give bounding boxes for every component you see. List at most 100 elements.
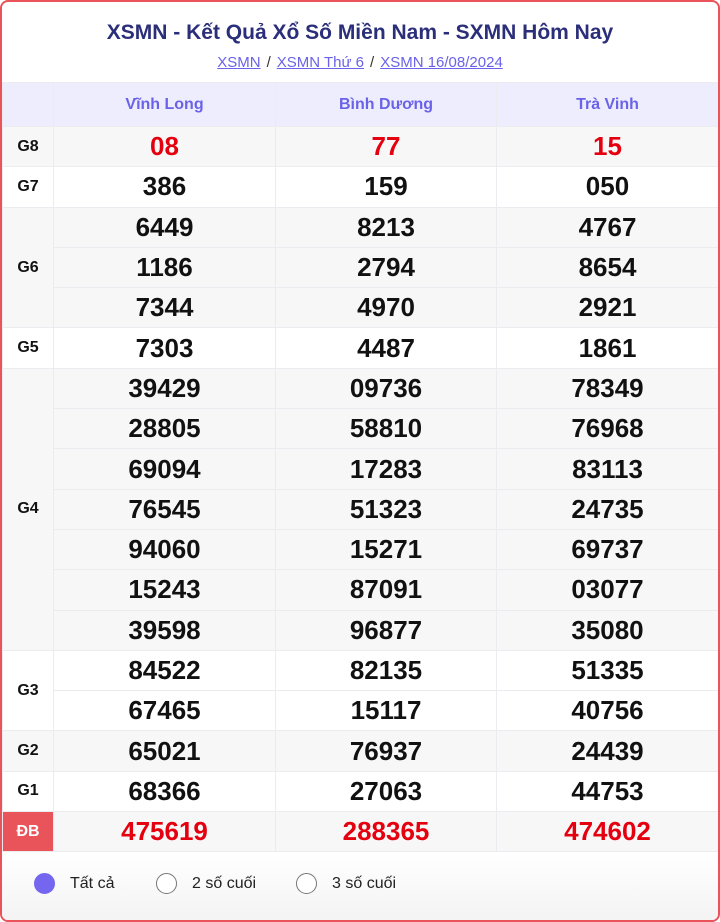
prize-number: 15 — [496, 125, 718, 168]
prize-row: 69094 17283 83113 — [3, 448, 718, 490]
prize-row: 39598 96877 35080 — [3, 609, 718, 651]
prize-number: 77 — [275, 125, 497, 168]
prize-label: G4 — [2, 367, 54, 651]
corner-cell — [2, 82, 54, 127]
prize-number: 2921 — [496, 287, 718, 329]
prize-number: 68366 — [53, 770, 276, 813]
header-row: Vĩnh Long Bình Dương Trà Vinh — [2, 82, 718, 127]
province-header: Vĩnh Long — [53, 82, 276, 127]
prize-number: 82135 — [275, 649, 497, 692]
prize-label: G3 — [2, 649, 54, 732]
breadcrumb: XSMN / XSMN Thứ 6/XSMN 16/08/2024 — [217, 54, 503, 71]
prize-label: G6 — [2, 206, 54, 329]
prize-number: 94060 — [53, 528, 276, 571]
prize-number: 67465 — [53, 690, 276, 732]
prize-number: 35080 — [496, 609, 718, 651]
prize-number: 15243 — [53, 569, 276, 611]
prize-number: 28805 — [53, 408, 276, 450]
prize-number: 8213 — [275, 206, 497, 248]
prize-number: 65021 — [53, 730, 276, 772]
prize-number: 78349 — [496, 367, 718, 410]
prize-number: 69737 — [496, 528, 718, 571]
prize-number: 2794 — [275, 246, 497, 289]
prize-row: 1186 2794 8654 — [3, 246, 718, 289]
prize-number: 51335 — [496, 649, 718, 692]
prize-number: 69094 — [53, 448, 276, 490]
prize-row: 15243 87091 03077 — [3, 569, 718, 611]
prize-number: 03077 — [496, 569, 718, 611]
prize-number: 24735 — [496, 488, 718, 530]
prize-number: 44753 — [496, 770, 718, 813]
prize-number: 4970 — [275, 287, 497, 329]
prize-number: 1186 — [53, 246, 276, 289]
prize-label: G7 — [2, 166, 54, 208]
prize-label: G5 — [2, 327, 54, 369]
prize-row: G1 68366 27063 44753 — [2, 770, 718, 813]
prize-number: 474602 — [496, 811, 718, 853]
prize-number: 4487 — [275, 327, 497, 369]
prize-number: 51323 — [275, 488, 497, 530]
prize-number: 6449 — [53, 206, 276, 248]
filter-last-2[interactable]: 2 số cuối — [156, 873, 256, 894]
prize-number: 050 — [496, 166, 718, 208]
prize-number: 58810 — [275, 408, 497, 450]
prize-number: 76968 — [496, 408, 718, 450]
prize-label: G1 — [2, 770, 54, 813]
prize-label: G8 — [2, 125, 54, 168]
filter-label: 2 số cuối — [192, 874, 257, 892]
prize-row: G2 65021 76937 24439 — [2, 730, 718, 772]
prize-label: G2 — [2, 730, 54, 772]
prize-row: G4 39429 09736 78349 — [2, 367, 718, 651]
prize-number: 4767 — [496, 206, 718, 248]
prize-number: 24439 — [496, 730, 718, 772]
prize-number: 40756 — [496, 690, 718, 732]
prize-number: 83113 — [496, 448, 718, 490]
prize-row: G7 386 159 050 — [2, 166, 718, 208]
prize-number: 15271 — [275, 528, 497, 571]
prize-number: 8654 — [496, 246, 718, 289]
breadcrumb-xsmn[interactable]: XSMN — [217, 54, 261, 71]
radio-selected-icon[interactable] — [34, 873, 55, 894]
prize-number: 7303 — [53, 327, 276, 369]
prize-number: 08 — [53, 125, 276, 168]
prize-number: 76545 — [53, 488, 276, 530]
prize-row: ĐB 475619 288365 474602 — [2, 811, 718, 853]
radio-icon[interactable] — [156, 873, 177, 894]
prize-number: 288365 — [275, 811, 497, 853]
prize-number: 15117 — [275, 690, 497, 732]
prize-row: G6 6449 8213 4767 — [2, 206, 718, 329]
prize-label: ĐB — [2, 811, 54, 853]
filter-label: 3 số cuối — [332, 874, 397, 892]
prize-row: 28805 58810 76968 — [3, 408, 718, 450]
prize-number: 96877 — [275, 609, 497, 651]
prize-number: 17283 — [275, 448, 497, 490]
radio-icon[interactable] — [296, 873, 317, 894]
prize-number: 76937 — [275, 730, 497, 772]
prize-number: 39598 — [53, 609, 276, 651]
filter-last-3[interactable]: 3 số cuối — [296, 873, 396, 894]
breadcrumb-weekday[interactable]: XSMN Thứ 6 — [276, 54, 365, 71]
filter-label: Tất cả — [70, 874, 115, 892]
prize-row: G8 08 77 15 — [2, 125, 718, 168]
prize-number: 27063 — [275, 770, 497, 813]
prize-number: 386 — [53, 166, 276, 208]
prize-row: 67465 15117 40756 — [3, 690, 718, 732]
prize-number: 1861 — [496, 327, 718, 369]
prize-row: 94060 15271 69737 — [3, 528, 718, 571]
page-title: XSMN - Kết Quả Xổ Số Miền Nam - SXMN Hôm… — [106, 21, 614, 44]
province-header: Bình Dương — [275, 82, 497, 127]
prize-row: 76545 51323 24735 — [3, 488, 718, 530]
prize-number: 159 — [275, 166, 497, 208]
prize-number: 87091 — [275, 569, 497, 611]
prize-row: G3 84522 82135 51335 — [2, 649, 718, 732]
digit-filter: Tất cả 2 số cuối 3 số cuối — [2, 853, 718, 920]
results-table: Vĩnh Long Bình Dương Trà Vinh G8 08 77 15 G7… — [2, 82, 718, 853]
prize-number: 475619 — [53, 811, 276, 853]
filter-all[interactable]: Tất cả — [34, 873, 114, 894]
province-header: Trà Vinh — [496, 82, 718, 127]
prize-number: 39429 — [53, 367, 276, 410]
prize-number: 84522 — [53, 649, 276, 692]
breadcrumb-date[interactable]: XSMN 16/08/2024 — [380, 54, 503, 71]
prize-row: 7344 4970 2921 — [3, 287, 718, 329]
